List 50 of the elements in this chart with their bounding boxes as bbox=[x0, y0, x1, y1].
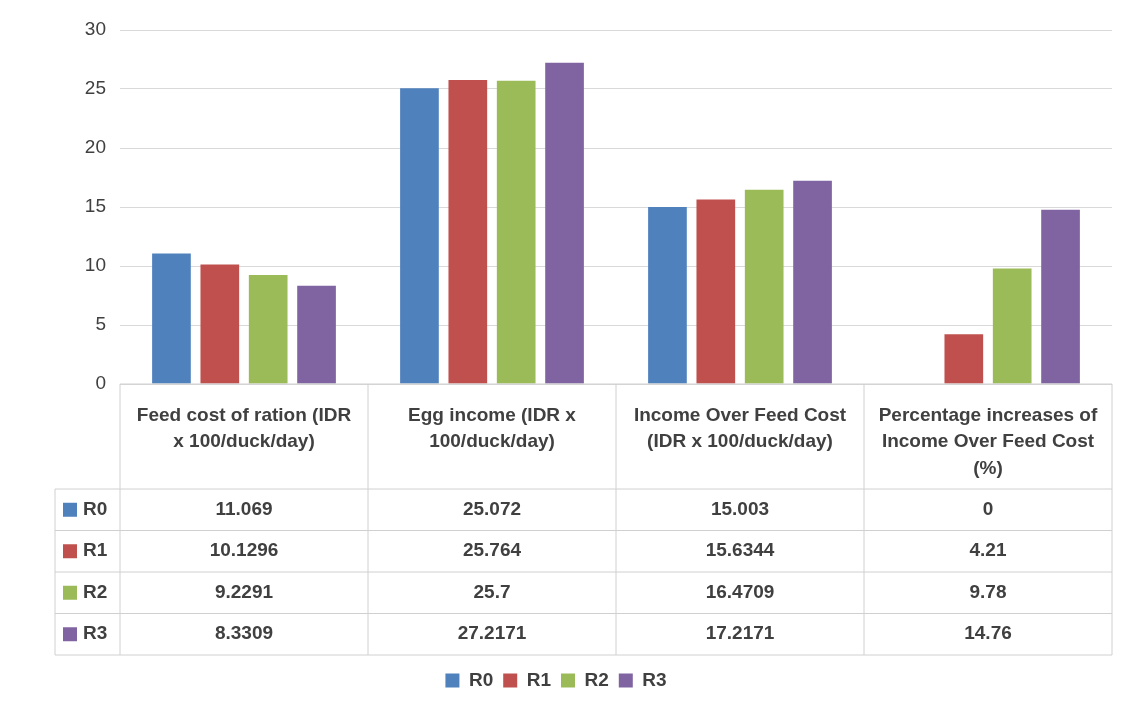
data-label: 4.21 bbox=[969, 539, 1007, 561]
bar bbox=[545, 62, 584, 384]
text: R1 bbox=[526, 668, 552, 690]
bar bbox=[248, 275, 288, 384]
y-tick-label: 20 bbox=[84, 136, 106, 158]
data-label: 15.003 bbox=[710, 497, 770, 519]
data-label: 16.4709 bbox=[705, 580, 775, 602]
bar bbox=[648, 206, 687, 384]
data-label: 25.764 bbox=[462, 539, 522, 561]
x-tick-label: Egg income (IDR x 100/duck/day) bbox=[408, 403, 577, 452]
data-label: 27.2171 bbox=[457, 622, 527, 644]
data-label: 9.78 bbox=[969, 580, 1007, 602]
text: R2 bbox=[584, 668, 609, 690]
y-tick-label: 5 bbox=[95, 313, 106, 335]
y-tick-label: 15 bbox=[84, 195, 106, 217]
legend-label: R1 bbox=[83, 539, 108, 561]
text: R0 bbox=[468, 668, 494, 690]
bar bbox=[992, 268, 1032, 384]
data-label: 8.3309 bbox=[214, 622, 274, 644]
data-label: 15.6344 bbox=[705, 539, 775, 561]
x-tick-label: Feed cost of ration (IDR x 100/duck/day) bbox=[136, 403, 352, 452]
x-tick-label: Income Over Feed Cost (IDR x 100/duck/day) bbox=[633, 403, 847, 452]
legend-label: R0 bbox=[83, 497, 108, 519]
bar bbox=[400, 88, 439, 384]
data-label: 9.2291 bbox=[214, 580, 274, 602]
bar bbox=[448, 79, 488, 384]
bar bbox=[297, 285, 336, 384]
bar bbox=[152, 253, 191, 384]
data-label: 10.1296 bbox=[209, 539, 279, 561]
bar bbox=[744, 189, 784, 384]
data-label: 0 bbox=[982, 497, 994, 519]
data-label: 11.069 bbox=[215, 497, 273, 519]
bar bbox=[793, 180, 832, 384]
text: R3 bbox=[83, 622, 108, 644]
y-tick-label: 10 bbox=[84, 254, 106, 276]
legend-label: R2 bbox=[83, 580, 108, 602]
bar bbox=[944, 334, 984, 384]
bar bbox=[200, 264, 240, 384]
bar bbox=[1041, 209, 1080, 384]
bar bbox=[496, 80, 536, 384]
legend-label: R3 bbox=[642, 668, 667, 690]
data-label: 17.2171 bbox=[705, 622, 775, 644]
data-label: 25.072 bbox=[462, 497, 522, 519]
x-tick-label: Percentage increases of Income Over Feed Cost (%) bbox=[878, 403, 1098, 478]
data-label: 25.7 bbox=[473, 580, 511, 602]
bar bbox=[696, 199, 736, 384]
y-tick-label: 25 bbox=[84, 77, 106, 99]
data-label: 14.76 bbox=[964, 622, 1012, 644]
y-tick-label: 0 bbox=[95, 372, 106, 394]
y-tick-label: 30 bbox=[84, 18, 106, 40]
